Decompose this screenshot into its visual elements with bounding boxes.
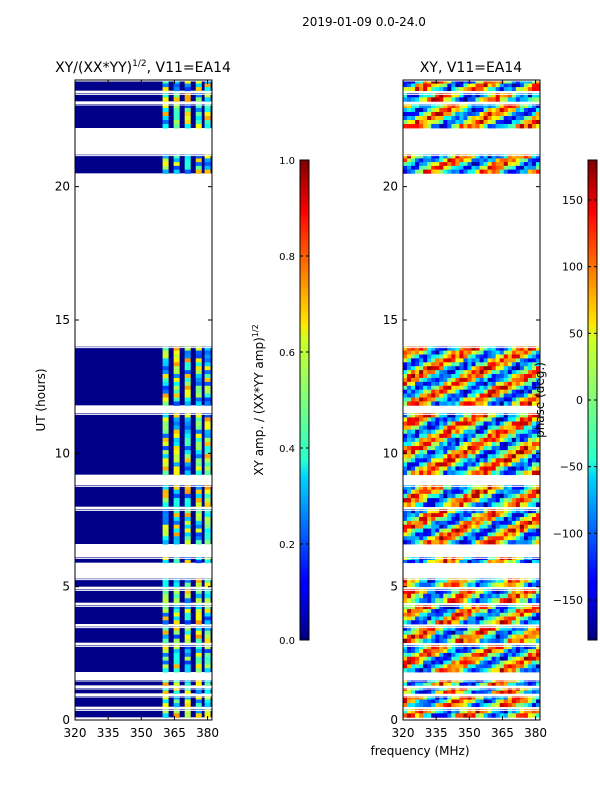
phase-data-block bbox=[403, 346, 541, 406]
phase-colorbar-tick-label: 50 bbox=[569, 327, 583, 340]
frequency-axis-label: frequency (MHz) bbox=[370, 744, 469, 758]
amplitude-y-tick-label: 0 bbox=[62, 713, 70, 727]
phase-colorbar-tick-label: 0 bbox=[576, 394, 583, 407]
amplitude-colorbar-label-exponent: 1/2 bbox=[251, 324, 260, 337]
amplitude-colorbar-tick-label: 1.0 bbox=[279, 156, 295, 167]
amplitude-x-tick-label: 350 bbox=[130, 726, 153, 740]
phase-data-block bbox=[403, 93, 541, 102]
amplitude-data-block bbox=[75, 589, 212, 604]
amplitude-title-main: XY/(XX*YY) bbox=[55, 60, 132, 76]
amplitude-data-block bbox=[75, 557, 212, 564]
phase-x-tick-label: 320 bbox=[392, 726, 415, 740]
phase-heatmap bbox=[403, 80, 541, 718]
phase-y-tick-label: 0 bbox=[390, 713, 398, 727]
phase-data-block bbox=[403, 605, 541, 625]
amplitude-data-block bbox=[75, 709, 212, 718]
phase-y-axis: 0 5 10 15 20 bbox=[383, 180, 540, 727]
phase-colorbar-label: phase (deg.) bbox=[533, 362, 547, 438]
amplitude-data-block bbox=[75, 154, 212, 174]
amplitude-data-block bbox=[75, 688, 212, 694]
amplitude-data-block bbox=[75, 645, 212, 673]
phase-colorbar-tick-label: −150 bbox=[553, 594, 583, 607]
amplitude-x-tick-label: 335 bbox=[97, 726, 120, 740]
phase-colorbar-tick-label: 150 bbox=[562, 194, 583, 207]
phase-plot-frame bbox=[402, 79, 541, 721]
amplitude-y-axis-label: UT (hours) bbox=[34, 368, 48, 431]
amplitude-y-axis: 0 5 10 15 20 bbox=[55, 180, 212, 727]
amplitude-colorbar-label: XY amp. / (XX*YY amp)1/2 bbox=[251, 324, 266, 475]
amplitude-title-exponent: 1/2 bbox=[132, 59, 146, 69]
amplitude-panel: XY/(XX*YY)1/2, V11=EA14 320 335 350 365 380 … bbox=[34, 59, 231, 740]
phase-x-tick-label: 380 bbox=[524, 726, 547, 740]
phase-x-tick-label: 365 bbox=[491, 726, 514, 740]
figure-suptitle: 2019-01-09 0.0-24.0 bbox=[302, 15, 426, 29]
amplitude-data-block bbox=[75, 509, 212, 545]
amplitude-data-block bbox=[75, 626, 212, 644]
amplitude-plot-frame bbox=[74, 79, 213, 721]
amplitude-x-axis: 320 335 350 365 380 bbox=[64, 80, 219, 740]
phase-data-block bbox=[403, 688, 541, 694]
phase-data-block bbox=[403, 80, 541, 92]
amplitude-data-block bbox=[75, 413, 212, 476]
phase-x-tick-label: 350 bbox=[458, 726, 481, 740]
amplitude-data-block bbox=[75, 80, 212, 92]
phase-colorbar-tick-label: 100 bbox=[562, 261, 583, 274]
amplitude-y-tick-label: 20 bbox=[55, 180, 70, 194]
amplitude-colorbar-label-main: XY amp. / (XX*YY amp) bbox=[252, 337, 266, 475]
amplitude-x-tick-label: 365 bbox=[163, 726, 186, 740]
amplitude-data-block bbox=[75, 696, 212, 708]
amplitude-colorbar: 0.0 0.2 0.4 0.6 0.8 1.0 XY amp. / (XX*YY amp)… bbox=[251, 156, 310, 647]
phase-data-block bbox=[403, 413, 541, 476]
amplitude-data-block bbox=[75, 680, 212, 686]
phase-x-axis: 320 335 350 365 380 bbox=[392, 80, 547, 740]
amplitude-panel-title: XY/(XX*YY)1/2, V11=EA14 bbox=[55, 59, 231, 76]
amplitude-colorbar-gradient bbox=[299, 159, 310, 641]
amplitude-y-tick-label: 15 bbox=[55, 313, 70, 327]
phase-colorbar: −150 −100 −50 0 50 100 150 phase (deg.) bbox=[533, 159, 598, 641]
phase-x-tick-label: 335 bbox=[425, 726, 448, 740]
phase-colorbar-tick-label: −100 bbox=[553, 527, 583, 540]
phase-data-block bbox=[403, 154, 541, 174]
phase-colorbar-tick-label: −50 bbox=[560, 461, 583, 474]
amplitude-data-block bbox=[75, 346, 212, 406]
phase-colorbar-ticks: −150 −100 −50 0 50 100 150 bbox=[553, 194, 597, 607]
phase-data-block bbox=[403, 485, 541, 508]
amplitude-y-tick-label: 5 bbox=[62, 580, 70, 594]
phase-panel: XY, V11=EA14 320 335 350 365 380 0 5 10 15 20 bbox=[383, 60, 547, 740]
amplitude-data-block bbox=[75, 104, 212, 129]
amplitude-x-tick-label: 320 bbox=[64, 726, 87, 740]
phase-data-block bbox=[403, 104, 541, 129]
phase-y-tick-label: 5 bbox=[390, 580, 398, 594]
phase-data-block bbox=[403, 626, 541, 644]
phase-y-tick-label: 10 bbox=[383, 446, 398, 460]
amplitude-x-tick-label: 380 bbox=[196, 726, 219, 740]
amplitude-y-tick-label: 10 bbox=[55, 446, 70, 460]
amplitude-data-block bbox=[75, 578, 212, 588]
phase-data-block bbox=[403, 578, 541, 588]
amplitude-heatmap bbox=[75, 80, 212, 718]
phase-panel-title: XY, V11=EA14 bbox=[420, 60, 522, 76]
amplitude-colorbar-tick-label: 0.6 bbox=[279, 348, 295, 359]
phase-y-tick-label: 15 bbox=[383, 313, 398, 327]
amplitude-colorbar-tick-label: 0.8 bbox=[279, 252, 295, 263]
amplitude-data-block bbox=[75, 93, 212, 102]
phase-data-block bbox=[403, 645, 541, 673]
phase-data-block bbox=[403, 696, 541, 708]
amplitude-data-block bbox=[75, 485, 212, 508]
amplitude-title-suffix: , V11=EA14 bbox=[147, 60, 231, 76]
amplitude-colorbar-tick-label: 0.4 bbox=[279, 444, 295, 455]
phase-data-block bbox=[403, 509, 541, 545]
amplitude-colorbar-tick-label: 0.2 bbox=[279, 540, 295, 551]
phase-data-block bbox=[403, 557, 541, 564]
phase-data-block bbox=[403, 709, 541, 718]
phase-data-block bbox=[403, 680, 541, 686]
phase-y-tick-label: 20 bbox=[383, 180, 398, 194]
phase-data-block bbox=[403, 589, 541, 604]
amplitude-data-block bbox=[75, 605, 212, 625]
amplitude-colorbar-ticks: 0.0 0.2 0.4 0.6 0.8 1.0 bbox=[279, 156, 309, 647]
amplitude-colorbar-tick-label: 0.0 bbox=[279, 636, 295, 647]
